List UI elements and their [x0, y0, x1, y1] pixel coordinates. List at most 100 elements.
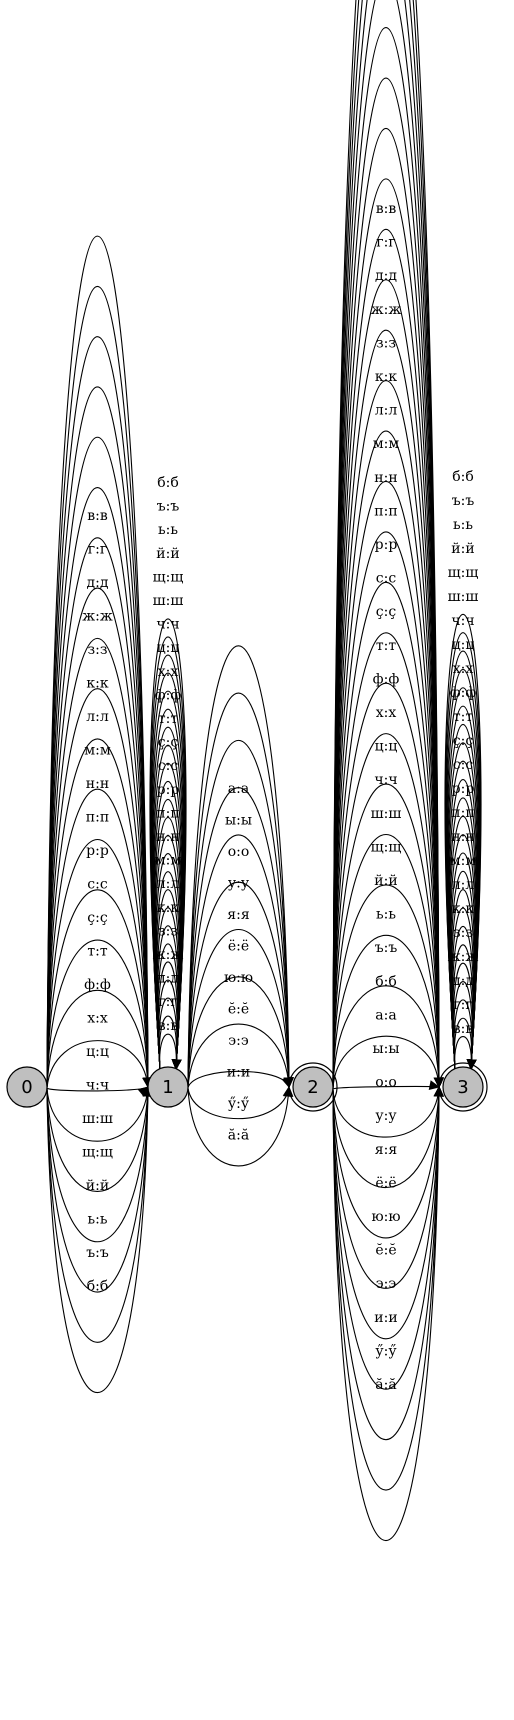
- e01-edge: [46, 486, 149, 1088]
- loop1-loop-label: д:д: [157, 971, 179, 987]
- e23-edge: [332, 329, 440, 1088]
- e23-edge: [332, 1086, 440, 1239]
- e12-edge: [187, 1086, 290, 1167]
- e23-edge: [332, 430, 440, 1088]
- e01-edge: [46, 235, 149, 1088]
- e23-edge-label: у:у: [375, 1108, 397, 1124]
- loop1-loop-label: т:т: [158, 711, 178, 727]
- e12-edge: [187, 739, 290, 1088]
- e12-edge-label: и:и: [227, 1065, 250, 1081]
- loop1-arrowhead: [171, 1059, 182, 1071]
- e12-edge: [187, 692, 290, 1088]
- e23-edge-label: б:б: [375, 974, 397, 990]
- e12-edge: [187, 645, 290, 1088]
- loop3-loop-label: т:т: [453, 709, 473, 725]
- e23-edge-label: щ:щ: [371, 839, 402, 855]
- e01-edge: [46, 537, 149, 1088]
- state-circle: [292, 1066, 334, 1108]
- e23-edge-label: т:т: [376, 638, 396, 654]
- e12-edge-label: ю:ю: [224, 970, 253, 986]
- e12-edge: [187, 929, 290, 1088]
- e12-edge: [187, 787, 290, 1088]
- e12-edge: [187, 1023, 290, 1088]
- e23-edge: [332, 733, 440, 1088]
- loop3-loop-label: п:п: [451, 805, 474, 821]
- e12-edge-label: у:у: [228, 876, 250, 892]
- e01-edge: [46, 285, 149, 1088]
- e23-edge-label: ю:ю: [371, 1209, 400, 1225]
- e01-edge: [46, 587, 149, 1088]
- e01-edge: [46, 1086, 149, 1243]
- loop1-loop-label: п:п: [156, 805, 179, 821]
- e23-edge: [332, 531, 440, 1088]
- final-state-ring: [288, 1062, 338, 1112]
- e01-edge: [46, 1086, 149, 1193]
- e12-edge-label: ы:ы: [225, 813, 252, 829]
- e01-edge-label: л:л: [86, 709, 109, 725]
- loop1-loop-label: к:к: [157, 900, 179, 916]
- e01-edge-label: б:б: [87, 1279, 109, 1295]
- loop3-loop: [453, 1017, 473, 1070]
- e01-edge-label: ç:ç: [87, 910, 108, 926]
- e01-edge-label: ъ:ъ: [86, 1245, 109, 1261]
- e23-arrowhead: [428, 1080, 441, 1091]
- e23-edge: [332, 178, 440, 1088]
- loop1-loop-label: й:й: [156, 546, 179, 562]
- e01-edge-label: ч:ч: [86, 1078, 109, 1094]
- loop3-loop-label: с:с: [453, 757, 474, 773]
- e12-edge-label: ă:ă: [228, 1128, 249, 1144]
- loop1-loop-label: щ:щ: [153, 569, 184, 585]
- loop3-loop-label: х:х: [453, 661, 474, 677]
- e01-edge-label: г:г: [88, 542, 107, 558]
- e01-edge-label: м:м: [84, 743, 111, 759]
- state-circle: [6, 1066, 48, 1108]
- e23-edges: в:в г:г д:д ж:ж з:з к:к л:л м:м н:н п:п р:р с:с ç:ç т…: [332, 0, 444, 1541]
- e01-edge-label: т:т: [87, 944, 107, 960]
- state-0: 0: [6, 1066, 48, 1108]
- e01-edge: [46, 688, 149, 1088]
- e01-edge-label: щ:щ: [82, 1145, 113, 1161]
- e12-edge: [187, 976, 290, 1088]
- e12-edge: [187, 1086, 290, 1120]
- loop1-loop-label: х:х: [158, 664, 179, 680]
- loop1-loop-label: л:л: [157, 876, 180, 892]
- loop3-loop-label: ь:ь: [453, 517, 473, 533]
- e23-edge-label: э:э: [376, 1276, 397, 1292]
- state-2: 2: [288, 1062, 338, 1112]
- e23-edge: [332, 480, 440, 1088]
- e01-edge: [46, 637, 149, 1088]
- e12-arrowhead: [283, 1085, 294, 1097]
- loop1-loop-label: с:с: [158, 758, 179, 774]
- e01-edge-label: с:с: [87, 877, 108, 893]
- loop3-loop: [454, 1036, 472, 1070]
- e23-edge: [332, 1086, 440, 1491]
- final-state-ring: [438, 1062, 488, 1112]
- e23-edge: [332, 380, 440, 1088]
- e23-edge: [332, 0, 440, 1088]
- loop3-loop-label: к:к: [452, 901, 474, 917]
- e23-edge: [332, 0, 440, 1088]
- state-label: 1: [162, 1077, 173, 1098]
- state-label: 0: [21, 1077, 32, 1098]
- loop3-loop-label: й:й: [451, 541, 474, 557]
- loop3-loop-label: щ:щ: [448, 565, 479, 581]
- e01-edge: [46, 386, 149, 1088]
- e23-edge-label: и:и: [374, 1310, 397, 1326]
- e23-edge: [332, 833, 440, 1088]
- e23-edge: [332, 77, 440, 1088]
- e01-edge-label: д:д: [87, 575, 109, 591]
- e01-edge-label: п:п: [86, 810, 109, 826]
- e23-edge: [332, 279, 440, 1088]
- state-circle: [442, 1066, 484, 1108]
- e23-edge: [332, 1086, 440, 1289]
- e23-edge-label: ĕ:ĕ: [375, 1243, 396, 1259]
- e23-edge-label: й:й: [374, 873, 397, 889]
- loop1-loop-label: б:б: [157, 475, 179, 491]
- e23-edge-label: м:м: [373, 436, 400, 452]
- loop1-loop-label: р:р: [157, 782, 180, 798]
- loop1-loop-label: н:н: [156, 829, 179, 845]
- e01-edge: [46, 336, 149, 1088]
- e23-edge-label: н:н: [374, 470, 397, 486]
- e23-edge: [332, 0, 440, 1088]
- loop1-loop-label: ж:ж: [153, 947, 184, 963]
